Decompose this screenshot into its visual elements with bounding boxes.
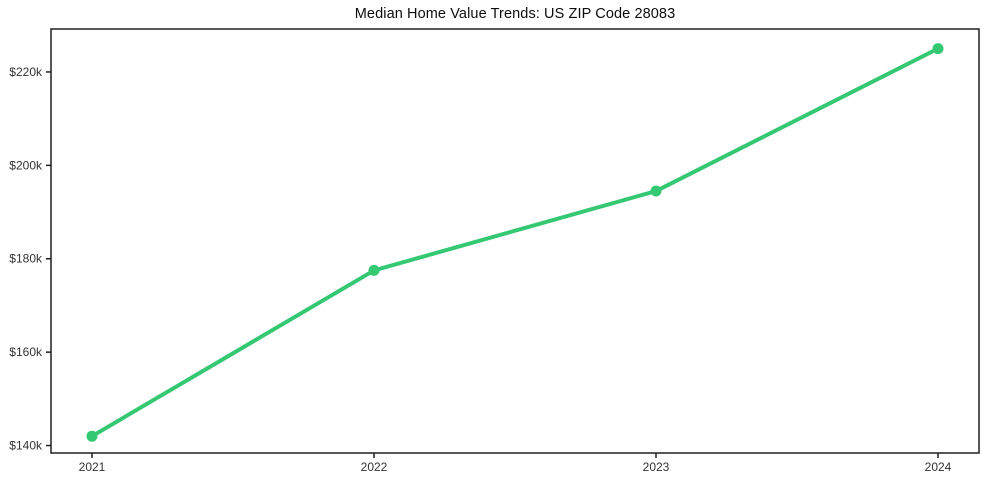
plot-frame [50, 28, 980, 454]
y-axis-tick-label: $140k [9, 439, 43, 453]
data-point-marker [932, 43, 944, 55]
x-axis-tick-label: 2024 [925, 460, 952, 474]
x-axis-tick-label: 2021 [79, 460, 106, 474]
y-axis-tick-label: $180k [9, 252, 43, 266]
x-axis-tick-label: 2023 [643, 460, 670, 474]
chart-title: Median Home Value Trends: US ZIP Code 28… [354, 6, 676, 22]
x-axis-tick-label: 2022 [361, 460, 388, 474]
y-axis-tick-label: $220k [9, 65, 43, 79]
y-axis-tick-label: $160k [9, 345, 43, 359]
trend-line [90, 46, 940, 439]
data-point-marker [368, 264, 380, 276]
y-axis-tick-label: $200k [9, 158, 43, 172]
data-point-marker [650, 185, 662, 197]
data-point-marker [86, 430, 98, 442]
